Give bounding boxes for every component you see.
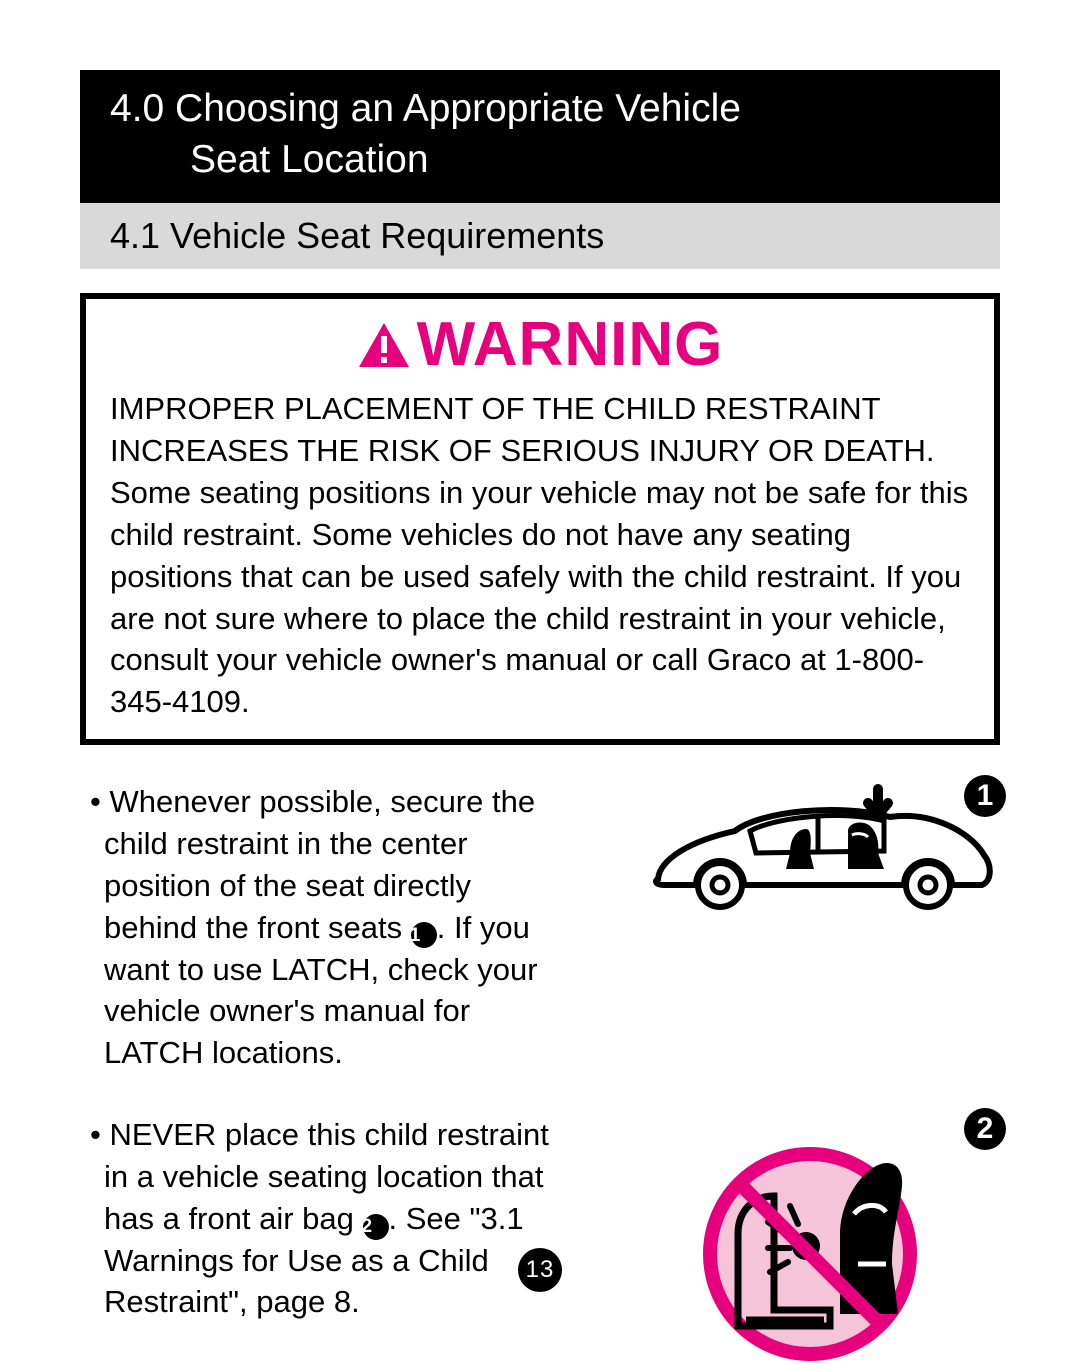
warning-triangle-icon	[357, 321, 411, 369]
warning-caps-text: IMPROPER PLACEMENT OF THE CHILD RESTRAIN…	[110, 391, 935, 468]
figure-label-icon: 2	[964, 1108, 1006, 1150]
figure-car: 1	[560, 781, 1000, 921]
prohibit-airbag-icon	[690, 1114, 960, 1364]
warning-title: WARNING	[86, 299, 994, 388]
inline-ref-icon: 1	[411, 922, 437, 948]
page-number: 13	[518, 1248, 562, 1292]
subsection-header: 4.1 Vehicle Seat Requirements	[80, 203, 1000, 269]
section-title-line1: 4.0 Choosing an Appropriate Vehicle	[110, 84, 970, 135]
car-diagram-icon	[640, 781, 1000, 921]
bullet-text: Whenever possible, secure the child rest…	[80, 781, 560, 1074]
bullet-text: NEVER place this child restraint in a ve…	[80, 1114, 560, 1323]
bullet-item: Whenever possible, secure the child rest…	[80, 781, 1000, 1074]
warning-box: WARNING IMPROPER PLACEMENT OF THE CHILD …	[80, 293, 1000, 745]
inline-ref-icon: 2	[363, 1214, 389, 1240]
section-header: 4.0 Choosing an Appropriate Vehicle Seat…	[80, 70, 1000, 203]
warning-body-text: Some seating positions in your vehicle m…	[110, 475, 968, 719]
figure-label-icon: 1	[964, 775, 1006, 817]
figure-prohibit: 2	[560, 1114, 1000, 1364]
warning-body: IMPROPER PLACEMENT OF THE CHILD RESTRAIN…	[86, 388, 994, 739]
section-title-line2: Seat Location	[110, 135, 970, 186]
bullet-item: NEVER place this child restraint in a ve…	[80, 1114, 1000, 1364]
